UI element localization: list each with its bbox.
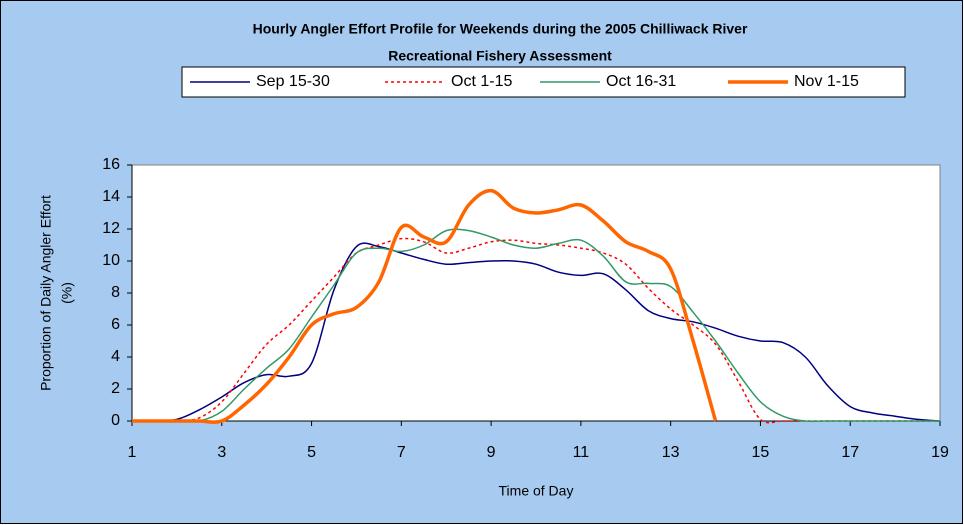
y-tick-label: 8 (111, 284, 120, 301)
y-tick-label: 16 (102, 156, 120, 173)
data-line (131, 237, 940, 424)
y-tick-label: 0 (111, 412, 120, 429)
legend-label: Oct 1-15 (451, 73, 512, 90)
legend-label: Oct 16-31 (606, 73, 676, 90)
x-tick-label: 7 (397, 444, 406, 461)
x-tick-label: 11 (573, 444, 590, 461)
plot-area (131, 164, 941, 422)
x-tick-label: 17 (841, 444, 859, 461)
y-axis-title: (%) (59, 282, 75, 304)
x-tick-label: 13 (662, 444, 680, 461)
y-tick-label: 10 (102, 252, 120, 269)
chart-title: Recreational Fishery Assessment (388, 48, 612, 64)
x-tick-label: 5 (307, 444, 316, 461)
legend-label: Nov 1-15 (794, 73, 859, 90)
x-tick-label: 15 (752, 444, 770, 461)
x-axis-title: Time of Day (499, 483, 574, 499)
x-tick-label: 3 (217, 444, 226, 461)
x-tick-label: 9 (487, 444, 496, 461)
y-tick-label: 4 (111, 348, 120, 365)
x-tick-label: 19 (931, 444, 949, 461)
y-axis-title: Proportion of Daily Angler Effort (38, 195, 54, 391)
legend-label: Sep 15-30 (256, 73, 330, 90)
y-tick-label: 2 (111, 380, 120, 397)
chart-title: Hourly Angler Effort Profile for Weekend… (253, 21, 748, 37)
y-tick-label: 12 (102, 220, 120, 237)
data-line (131, 228, 940, 423)
y-tick-label: 6 (111, 316, 120, 333)
y-tick-label: 14 (102, 188, 120, 205)
x-tick-label: 1 (128, 444, 137, 461)
data-line (131, 242, 941, 422)
data-line (131, 188, 718, 424)
